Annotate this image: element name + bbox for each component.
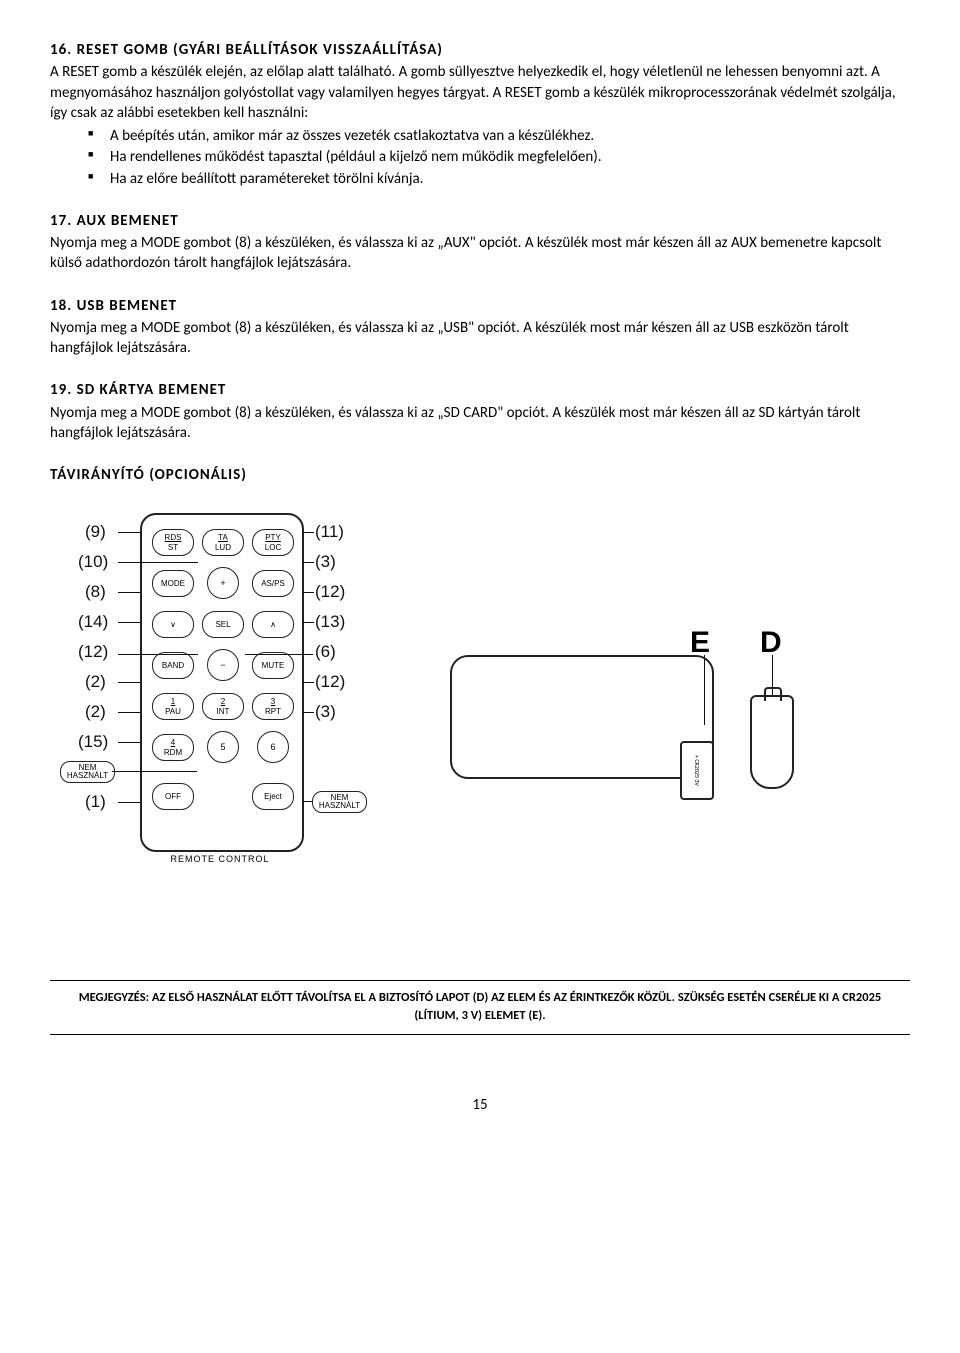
callout: (13) [315,611,345,634]
callout: (6) [315,641,336,664]
section-16-bullets: A beépítés után, amikor már az összes ve… [50,126,910,189]
callout: (9) [85,521,106,544]
remote-diagram: RDSST TALUD PTYLOC MODE + AS/PS ∨ SEL ∧ … [50,505,410,895]
bullet-item: A beépítés után, amikor már az összes ve… [88,126,910,146]
remote-caption: REMOTE CONTROL [140,853,300,865]
battery-tab [750,695,794,789]
diagram-row: RDSST TALUD PTYLOC MODE + AS/PS ∨ SEL ∧ … [50,505,910,895]
callout: (2) [85,701,106,724]
bullet-item: Ha rendellenes működést tapasztal (példá… [88,147,910,167]
note-text: MEGJEGYZÉS: AZ ELSŐ HASZNÁLAT ELŐTT TÁVO… [50,981,910,1033]
bullet-item: Ha az előre beállított paramétereket tör… [88,169,910,189]
callout: (12) [315,671,345,694]
letter-d: D [760,623,782,664]
callout-bubble: NEM HASZNÁLT [312,791,367,813]
section-18-p1: Nyomja meg a MODE gombot (8) a készüléke… [50,318,910,359]
section-16-p1: A RESET gomb a készülék elején, az előla… [50,62,910,123]
callout: (11) [315,521,344,544]
section-19-p1: Nyomja meg a MODE gombot (8) a készüléke… [50,403,910,444]
section-19-heading: 19. SD KÁRTYA BEMENET [50,380,910,400]
remote-body: RDSST TALUD PTYLOC MODE + AS/PS ∨ SEL ∧ … [140,513,304,852]
section-17-heading: 17. AUX BEMENET [50,211,910,231]
divider [50,1034,910,1035]
callout: (15) [78,731,108,754]
callout: (14) [78,611,108,634]
callout: (1) [85,791,106,814]
section-16-heading: 16. RESET GOMB (GYÁRI BEÁLLÍTÁSOK VISSZA… [50,40,910,60]
callout: (12) [315,581,345,604]
note-box: MEGJEGYZÉS: AZ ELSŐ HASZNÁLAT ELŐTT TÁVO… [50,980,910,1034]
callout: (12) [78,641,108,664]
callout: (2) [85,671,106,694]
section-17-p1: Nyomja meg a MODE gombot (8) a készüléke… [50,233,910,274]
battery-case: + CR2025 3V [450,655,714,779]
callout: (8) [85,581,106,604]
callout: (10) [78,551,108,574]
remote-heading: TÁVIRÁNYÍTÓ (OPCIONÁLIS) [50,465,910,485]
section-18-heading: 18. USB BEMENET [50,296,910,316]
callout: (3) [315,701,336,724]
callout-bubble: NEM HASZNÁLT [60,761,115,783]
battery-diagram: E D + CR2025 3V [450,635,830,855]
page-number: 15 [50,1095,910,1115]
battery-slot: + CR2025 3V [680,741,714,800]
callout: (3) [315,551,336,574]
